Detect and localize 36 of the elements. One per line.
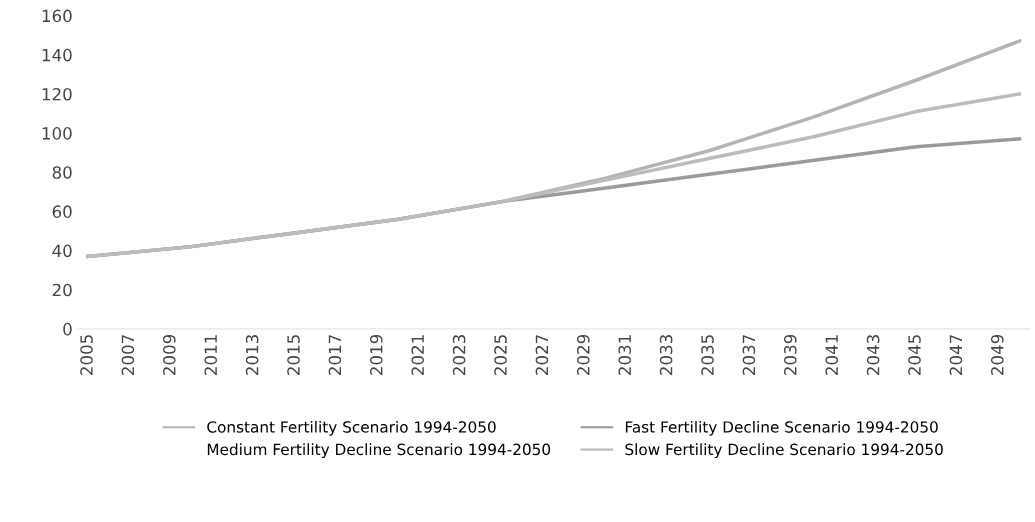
y-tick-label: 100 <box>42 127 72 140</box>
legend-label: Slow Fertility Decline Scenario 1994-2050 <box>625 443 943 459</box>
x-tick-label: 2035 <box>701 335 714 375</box>
x-tick-label: 2023 <box>452 335 466 375</box>
y-tick-label: 140 <box>42 48 72 62</box>
legend-label: Constant Fertility Scenario 1994-2050 <box>207 420 496 436</box>
x-tick-label: 2011 <box>204 335 218 375</box>
x-tick-label: 2047 <box>949 335 963 375</box>
legend-label: Fast Fertility Decline Scenario 1994-2050 <box>625 420 938 436</box>
x-tick-label: 2031 <box>618 335 632 375</box>
x-tick-label: 2033 <box>659 335 673 375</box>
x-tick-label: 2037 <box>742 335 756 375</box>
x-tick-label: 2027 <box>535 335 549 375</box>
x-tick-label: 2015 <box>287 335 300 375</box>
x-tick-label: 2007 <box>121 335 135 375</box>
x-tick-label: 2025 <box>494 335 507 375</box>
x-tick-label: 2045 <box>908 335 921 375</box>
x-tick-label: 2017 <box>328 335 342 375</box>
x-tick-label: 2039 <box>784 334 797 375</box>
y-tick-label: 0 <box>63 322 72 336</box>
x-tick-label: 2043 <box>866 335 880 375</box>
y-tick-label: 60 <box>52 205 72 218</box>
text: Medium Fertility Decline Scenario 1994-2050 <box>207 443 551 459</box>
x-tick-label: 2029 <box>577 334 590 375</box>
x-tick-label: 2041 <box>825 335 839 375</box>
x-tick-label: 2021 <box>411 335 425 375</box>
y-tick-label: 20 <box>52 283 72 297</box>
y-tick-label: 120 <box>42 87 72 101</box>
y-tick-label: 160 <box>42 9 72 23</box>
x-tick-label: 2049 <box>991 334 1004 375</box>
y-tick-label: 80 <box>52 166 72 179</box>
x-tick-label: 2009 <box>163 334 176 375</box>
x-tick-label: 2019 <box>370 334 383 375</box>
x-tick-label: 2005 <box>80 335 93 375</box>
x-tick-label: 2013 <box>245 335 259 375</box>
y-tick-label: 40 <box>52 244 72 258</box>
